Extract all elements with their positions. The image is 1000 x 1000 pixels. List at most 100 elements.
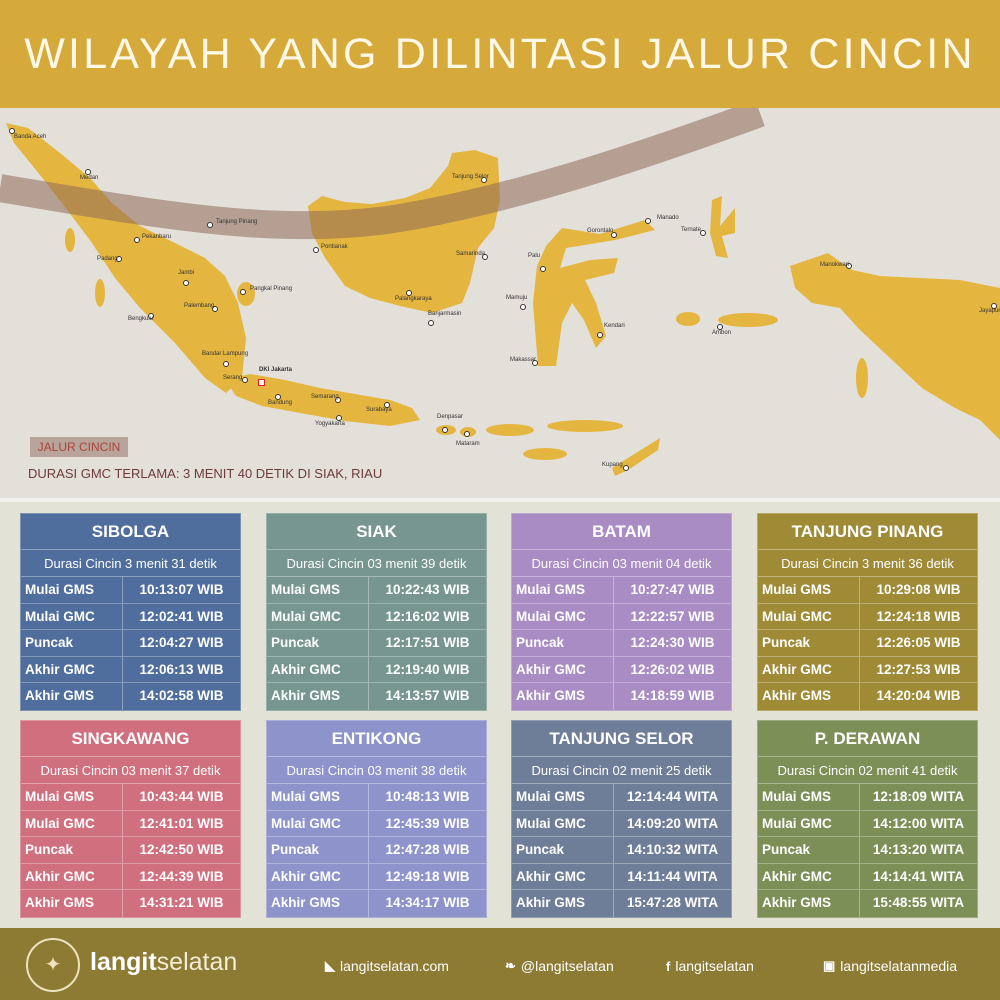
- twitter-link[interactable]: ❧ @langitselatan: [505, 958, 614, 974]
- phase-label: Puncak: [512, 630, 614, 656]
- brand-name[interactable]: langitselatan: [90, 948, 238, 976]
- instagram-link[interactable]: ▣ langitselatanmedia: [823, 958, 958, 974]
- phase-label: Mulai GMS: [512, 784, 614, 810]
- halmahera: [710, 196, 735, 258]
- phase-time: 12:18:09 WITA: [872, 789, 965, 804]
- city-label: Kendari: [604, 323, 625, 329]
- phase-time: 12:26:02 WIB: [630, 661, 715, 677]
- phase-time: 15:48:55 WITA: [872, 895, 965, 910]
- table-row: Mulai GMC 12:24:18 WIB: [758, 603, 977, 630]
- phase-time: 12:47:28 WIB: [385, 842, 470, 857]
- table-row: Akhir GMS 14:34:17 WIB: [267, 890, 486, 917]
- city-dot: [442, 427, 448, 433]
- phase-time: 10:48:13 WIB: [385, 789, 470, 804]
- phase-time: 12:14:44 WITA: [626, 789, 719, 804]
- phase-time: 10:29:08 WIB: [876, 582, 961, 597]
- city-dot: [85, 169, 91, 175]
- phase-time: 12:41:01 WIB: [139, 815, 224, 831]
- table-row: Akhir GMS 14:20:04 WIB: [758, 683, 977, 710]
- phase-time: 12:24:30 WIB: [630, 635, 715, 650]
- city-label: Semarang: [311, 394, 339, 400]
- city-dot: [611, 232, 617, 238]
- table-row: Puncak 12:42:50 WIB: [21, 837, 240, 864]
- phase-time: 14:12:00 WITA: [872, 815, 965, 831]
- table-row: Mulai GMS 10:27:47 WIB: [512, 577, 731, 604]
- city-dot: [207, 222, 213, 228]
- phase-time: 12:42:50 WIB: [139, 842, 224, 857]
- ring-duration: Durasi Cincin 02 menit 41 detik: [758, 757, 977, 784]
- city-dot: [700, 230, 706, 236]
- phase-time: 12:19:40 WIB: [385, 661, 470, 677]
- phase-label: Akhir GMC: [21, 656, 123, 682]
- table-row: Mulai GMC 12:41:01 WIB: [21, 810, 240, 837]
- table-row: Mulai GMS 10:43:44 WIB: [21, 784, 240, 811]
- phase-time: 14:34:17 WIB: [385, 895, 470, 910]
- ring-duration: Durasi Cincin 3 menit 36 detik: [758, 550, 977, 577]
- ring-duration: Durasi Cincin 3 menit 31 detik: [21, 550, 240, 577]
- city-label: Makassar: [510, 357, 537, 363]
- location-name: BATAM: [512, 514, 731, 550]
- city-dot: [148, 313, 154, 319]
- table-row: Mulai GMS 12:14:44 WITA: [512, 784, 731, 811]
- location-name: SIBOLGA: [21, 514, 240, 550]
- city-label: Ambon: [712, 330, 732, 336]
- phase-time: 12:45:39 WIB: [385, 815, 470, 831]
- city-label: Ternate: [681, 227, 702, 233]
- phase-time: 12:26:05 WIB: [876, 635, 961, 650]
- table-row: Mulai GMS 10:29:08 WIB: [758, 577, 977, 604]
- city-dot: [991, 303, 997, 309]
- city-label: Palembang: [184, 303, 215, 309]
- indonesia-map: Banda Aceh Medan Tanjung Pinang Pekanbaru Pa…: [0, 108, 1000, 498]
- phase-label: Mulai GMS: [21, 577, 123, 603]
- table-row: Akhir GMS 15:48:55 WITA: [758, 890, 977, 917]
- phase-label: Akhir GMS: [512, 890, 614, 917]
- location-card: ENTIKONG Durasi Cincin 03 menit 38 detik…: [266, 720, 487, 918]
- table-row: Puncak 12:24:30 WIB: [512, 630, 731, 657]
- legend-annular-path: JALUR CINCIN: [30, 437, 128, 457]
- phase-label: Akhir GMS: [21, 683, 123, 710]
- table-row: Akhir GMC 14:11:44 WITA: [512, 863, 731, 890]
- city-dot: [532, 360, 538, 366]
- city-dot: [597, 332, 603, 338]
- table-row: Puncak 14:10:32 WITA: [512, 837, 731, 864]
- city-label: Banjarmasin: [428, 311, 462, 317]
- city-label: Tanjung Selor: [452, 174, 489, 180]
- phase-label: Puncak: [758, 630, 860, 656]
- city-label: Serang: [223, 375, 243, 381]
- phase-time: 12:02:41 WIB: [139, 608, 224, 624]
- city-dot: [275, 394, 281, 400]
- ring-duration: Durasi Cincin 03 menit 04 detik: [512, 550, 731, 577]
- sumba: [523, 448, 567, 460]
- city-label: Kupang: [602, 462, 623, 468]
- table-row: Puncak 14:13:20 WITA: [758, 837, 977, 864]
- phase-label: Mulai GMC: [512, 810, 614, 836]
- map-graphic: [0, 108, 1000, 476]
- phase-label: Mulai GMS: [267, 577, 369, 603]
- landmasses: [6, 123, 1000, 476]
- phase-time: 14:20:04 WIB: [876, 688, 961, 703]
- buru: [676, 312, 700, 326]
- city-dot: [183, 280, 189, 286]
- phase-time: 12:04:27 WIB: [139, 635, 224, 650]
- divider: [0, 498, 1000, 502]
- facebook-link[interactable]: f langitselatan: [666, 958, 754, 974]
- table-row: Akhir GMC 12:27:53 WIB: [758, 656, 977, 683]
- location-card: BATAM Durasi Cincin 03 menit 04 detik Mu…: [511, 513, 732, 711]
- city-label: Bengkulu: [128, 316, 154, 322]
- table-row: Akhir GMC 12:26:02 WIB: [512, 656, 731, 683]
- city-dot: [717, 324, 723, 330]
- phase-time: 12:24:18 WIB: [876, 608, 961, 624]
- city-dot: [212, 306, 218, 312]
- city-dot: [384, 402, 390, 408]
- city-label: Pekanbaru: [142, 234, 172, 240]
- phase-time: 10:13:07 WIB: [139, 582, 224, 597]
- city-label: Surabaya: [366, 407, 392, 413]
- aru: [856, 358, 868, 398]
- website-link[interactable]: ◣ langitselatan.com: [325, 958, 449, 974]
- city-label: Banda Aceh: [14, 134, 47, 140]
- city-dot: [9, 128, 15, 134]
- phase-time: 12:27:53 WIB: [876, 661, 961, 677]
- table-row: Puncak 12:17:51 WIB: [267, 630, 486, 657]
- table-row: Mulai GMC 12:45:39 WIB: [267, 810, 486, 837]
- city-label: Medan: [80, 175, 99, 181]
